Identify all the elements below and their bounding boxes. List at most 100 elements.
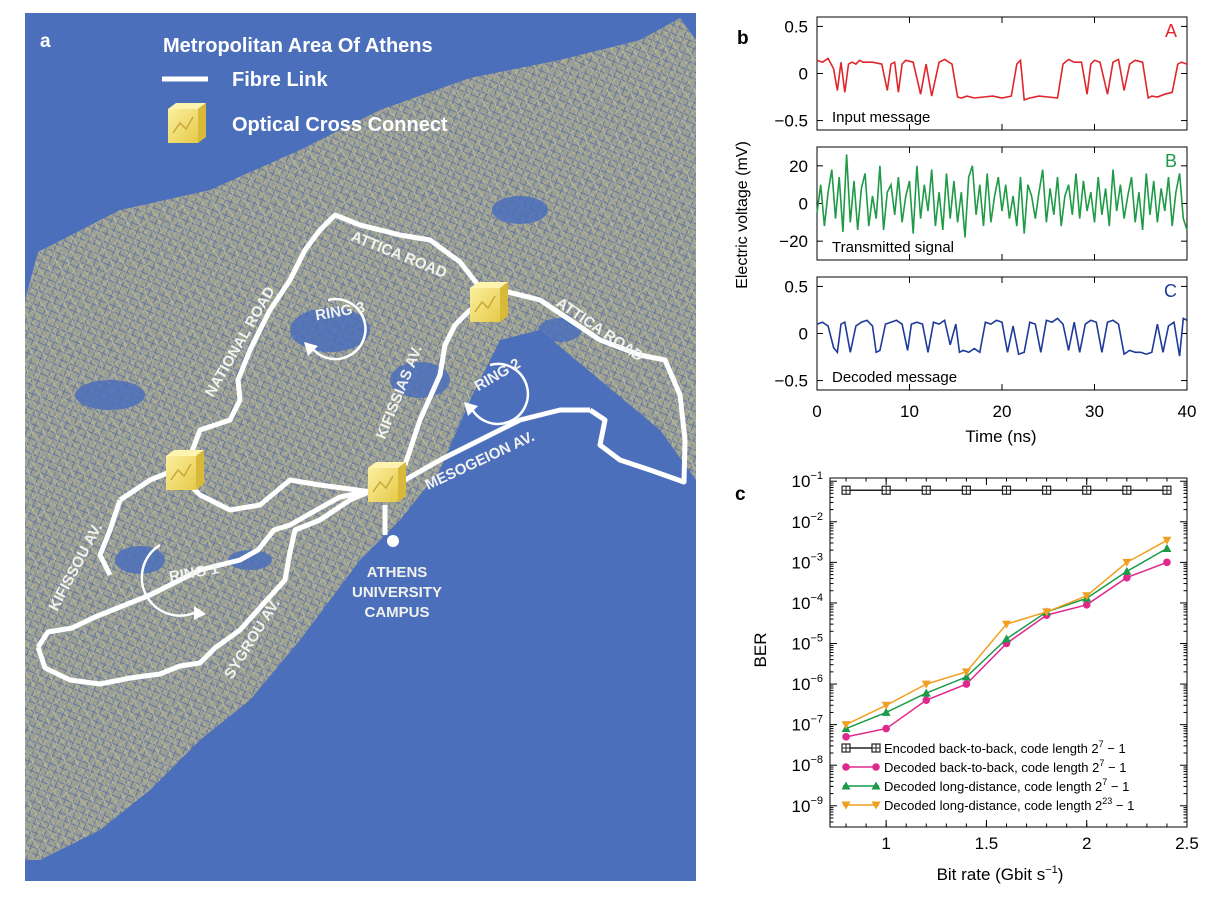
x-tick-label: 40 bbox=[1178, 402, 1197, 421]
y-tick-exponent: −6 bbox=[810, 673, 823, 685]
oxc-legend-icon bbox=[168, 103, 206, 143]
data-point bbox=[841, 781, 851, 790]
data-point bbox=[1042, 608, 1052, 617]
x-tick-label: 0 bbox=[812, 402, 821, 421]
data-point bbox=[1082, 600, 1091, 609]
data-point bbox=[921, 680, 931, 689]
x-tick-label: 1 bbox=[881, 834, 890, 853]
y-tick-label: 10−8 bbox=[792, 754, 823, 775]
y-tick-exponent: −8 bbox=[810, 754, 823, 766]
y-tick-exponent: −5 bbox=[810, 632, 823, 644]
ber-chart: 10−1 10−2 10−3 10−4 10−5 10−6 10−7 10−8 10−9 1 1.5… bbox=[792, 470, 1199, 853]
data-point bbox=[921, 688, 931, 697]
trace-caption: Transmitted signal bbox=[832, 239, 954, 256]
y-tick-exponent: −4 bbox=[810, 592, 823, 604]
y-tick-label: 10−2 bbox=[792, 511, 823, 532]
oxc-legend-label: Optical Cross Connect bbox=[232, 114, 448, 136]
data-point bbox=[962, 680, 971, 688]
campus-label-1: ATHENS bbox=[367, 564, 428, 581]
data-point bbox=[922, 696, 931, 705]
y-tick-exponent: −3 bbox=[810, 551, 823, 563]
trace-caption: Input message bbox=[832, 109, 930, 126]
x-tick-label: 2 bbox=[1082, 834, 1091, 853]
map-patches bbox=[75, 196, 582, 574]
data-point-cross bbox=[1122, 486, 1131, 495]
y-tick-exponent: −9 bbox=[810, 795, 823, 807]
oxc-node-center bbox=[368, 462, 406, 502]
trace-line-A bbox=[816, 57, 1188, 101]
trace-letter-label: C bbox=[1164, 281, 1177, 301]
x-tick-label: 1.5 bbox=[975, 834, 999, 853]
data-point bbox=[1163, 558, 1171, 567]
data-point-cross bbox=[922, 486, 931, 495]
data-point-cross bbox=[872, 744, 880, 752]
data-point bbox=[842, 763, 850, 771]
legend-text: − 1 bbox=[1112, 798, 1134, 813]
legend-text: Decoded long-distance, code length 2 bbox=[884, 798, 1102, 813]
y-tick-label: 0 bbox=[799, 65, 808, 84]
data-point bbox=[871, 781, 881, 790]
data-point-cross bbox=[882, 486, 891, 495]
legend-entry: Decoded long-distance, code length 223 −… bbox=[884, 796, 1134, 813]
data-point bbox=[882, 724, 890, 733]
legend-text: Decoded back-to-back, code length 2 bbox=[884, 760, 1099, 775]
data-point bbox=[881, 707, 891, 716]
trace-line-C bbox=[816, 317, 1188, 357]
y-tick-label: 10−4 bbox=[792, 592, 823, 613]
y-tick-label: −20 bbox=[779, 232, 808, 251]
legend-exponent: 7 bbox=[1102, 777, 1107, 787]
y-tick-exponent: −7 bbox=[810, 714, 823, 726]
data-point bbox=[1162, 536, 1172, 545]
data-point bbox=[1123, 573, 1131, 582]
data-point bbox=[961, 668, 971, 677]
campus-marker bbox=[387, 535, 399, 547]
data-point bbox=[841, 801, 851, 810]
trace-caption: Decoded message bbox=[832, 369, 957, 386]
data-point-cross bbox=[842, 744, 850, 752]
data-point-cross bbox=[1002, 486, 1011, 495]
data-point-cross bbox=[962, 486, 971, 495]
legend-entry: Decoded back-to-back, code length 27 − 1 bbox=[884, 758, 1126, 775]
x-tick-label: 30 bbox=[1085, 402, 1104, 421]
legend-text: − 1 bbox=[1104, 741, 1126, 756]
y-tick-label: 0.5 bbox=[784, 17, 808, 36]
panel-b-ylabel: Electric voltage (mV) bbox=[734, 141, 751, 289]
data-point bbox=[1082, 592, 1092, 601]
data-point bbox=[1162, 543, 1172, 552]
y-tick-label: −0.5 bbox=[774, 372, 808, 391]
y-tick-label: 0 bbox=[799, 325, 808, 344]
x-tick-label: 10 bbox=[900, 402, 919, 421]
y-tick-label: 10−9 bbox=[792, 795, 823, 816]
oxc-node-north bbox=[470, 282, 508, 322]
y-tick-label: 10−6 bbox=[792, 673, 823, 694]
legend-text: Decoded long-distance, code length 2 bbox=[884, 779, 1102, 794]
legend-entry: Encoded back-to-back, code length 27 − 1 bbox=[884, 739, 1126, 756]
legend-text: Encoded back-to-back, code length 2 bbox=[884, 741, 1099, 756]
data-point bbox=[841, 721, 851, 730]
legend-exponent: 7 bbox=[1099, 739, 1104, 749]
map-title: Metropolitan Area Of Athens bbox=[163, 35, 433, 57]
trace-letter-label: B bbox=[1165, 151, 1177, 171]
legend-exponent: 23 bbox=[1102, 796, 1112, 806]
panel-c-xlabel: Bit rate (Gbit s−1) bbox=[937, 864, 1064, 884]
y-tick-exponent: −2 bbox=[810, 511, 823, 523]
oxc-node-west bbox=[166, 450, 204, 490]
y-tick-label: −0.5 bbox=[774, 112, 808, 131]
data-point-cross bbox=[1042, 486, 1051, 495]
data-point bbox=[1001, 634, 1011, 643]
panel-a-label: a bbox=[40, 31, 51, 52]
data-point bbox=[871, 801, 881, 810]
data-point bbox=[1122, 558, 1132, 567]
panel-c-label: c bbox=[735, 484, 746, 505]
campus-label-2: UNIVERSITY bbox=[352, 584, 442, 601]
data-point bbox=[961, 672, 971, 681]
campus-label-3: CAMPUS bbox=[364, 604, 429, 621]
y-tick-label: 0 bbox=[799, 195, 808, 214]
panel-c-ylabel: BER bbox=[751, 633, 770, 668]
y-tick-label: 0.5 bbox=[784, 277, 808, 296]
map-panel: a Metropolitan Area Of Athens Fibre Link… bbox=[25, 13, 696, 881]
y-tick-label: 20 bbox=[789, 157, 808, 176]
data-point-cross bbox=[1082, 486, 1091, 495]
